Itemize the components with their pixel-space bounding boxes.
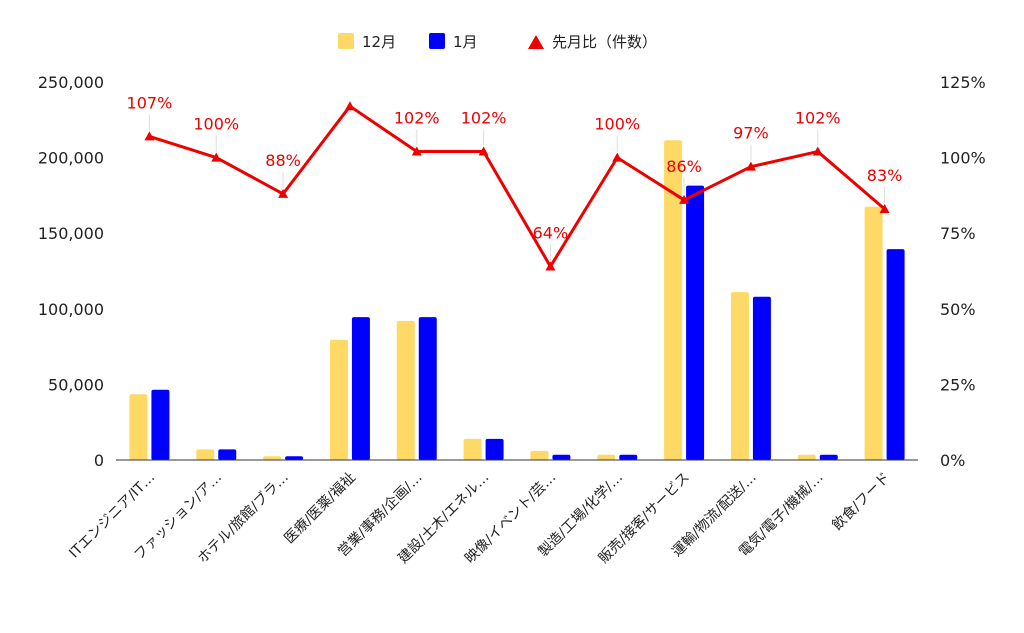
left-tick-label: 150,000 <box>38 224 104 243</box>
ratio-data-label-8: 86% <box>666 157 702 176</box>
bar-1月-11 <box>886 249 905 460</box>
bar-12月-6 <box>530 450 549 460</box>
ratio-point-10 <box>812 146 823 156</box>
ratio-line <box>148 104 886 268</box>
right-tick-label: 75% <box>940 224 976 243</box>
ratio-point-1 <box>211 152 222 162</box>
bar-1月-9 <box>752 296 771 460</box>
ratio-point-11 <box>879 204 890 214</box>
bar-1月-1 <box>218 449 237 460</box>
ratio-point-4 <box>411 146 422 156</box>
left-tick-label: 200,000 <box>38 149 104 168</box>
bar-12月-8 <box>664 140 683 460</box>
category-label-3: 医療/医薬/福祉 <box>281 469 359 547</box>
right-tick-label: 0% <box>940 451 965 470</box>
ratio-point-6 <box>545 261 556 271</box>
right-axis: 0% 25% 50% 75% 100% 125% <box>940 73 986 470</box>
bar-12月-0 <box>129 394 148 460</box>
right-tick-label: 50% <box>940 300 976 319</box>
ratio-data-label-10: 102% <box>795 109 841 128</box>
bar-1月-2 <box>285 456 304 460</box>
legend-marker-先月比 <box>528 35 544 49</box>
left-tick-label: 50,000 <box>48 375 104 394</box>
ratio-data-label-5: 102% <box>461 109 507 128</box>
bar-1月-0 <box>151 389 170 460</box>
bar-12月-10 <box>797 454 816 460</box>
left-tick-label: 100,000 <box>38 300 104 319</box>
legend-label-12月: 12月 <box>362 33 396 51</box>
category-labels: ITエンジニア/IT…ファッション/ア…ホテル/旅館/ブラ…医療/医薬/福祉営業… <box>66 469 893 567</box>
bar-12月-5 <box>463 438 482 460</box>
ratio-data-label-4: 102% <box>394 109 440 128</box>
bar-12月-4 <box>396 320 415 460</box>
legend-swatch-12月 <box>338 33 354 49</box>
bar-12月-1 <box>196 449 215 460</box>
bar-1月-7 <box>619 454 638 460</box>
ratio-line-layer: 107% 100% 88% 102% 102% 64% 100% 86% 97% 102% 83% <box>127 93 903 271</box>
ratio-point-7 <box>612 152 623 162</box>
left-tick-label: 0 <box>94 451 104 470</box>
ratio-data-label-6: 64% <box>533 223 569 242</box>
bar-12月-9 <box>730 292 749 460</box>
ratio-point-2 <box>278 188 289 198</box>
ratio-data-label-7: 100% <box>594 115 640 134</box>
bar-12月-7 <box>597 454 616 460</box>
bar-12月-2 <box>263 456 282 460</box>
ratio-data-label-11: 83% <box>867 166 903 185</box>
right-tick-label: 100% <box>940 149 986 168</box>
ratio-data-label-9: 97% <box>733 124 769 143</box>
legend: 12月 1月 先月比（件数） <box>338 33 657 51</box>
category-label-11: 飲食/フード <box>829 469 894 534</box>
bar-1月-8 <box>686 185 705 460</box>
legend-label-1月: 1月 <box>453 33 478 51</box>
bar-1月-10 <box>819 454 838 460</box>
bar-12月-3 <box>329 339 348 460</box>
bar-1月-4 <box>418 317 437 460</box>
ratio-point-3 <box>344 101 355 111</box>
bars <box>129 140 905 460</box>
ratio-data-label-2: 88% <box>265 151 301 170</box>
ratio-point-0 <box>144 131 155 141</box>
bar-1月-5 <box>485 438 504 460</box>
right-tick-label: 25% <box>940 375 976 394</box>
ratio-point-5 <box>478 146 489 156</box>
ratio-data-label-0: 107% <box>127 93 173 112</box>
legend-swatch-1月 <box>429 33 445 49</box>
bar-12月-11 <box>864 206 883 460</box>
ratio-data-label-1: 100% <box>193 115 239 134</box>
ratio-point-8 <box>679 194 690 204</box>
ratio-point-9 <box>745 161 756 171</box>
left-tick-label: 250,000 <box>38 73 104 92</box>
legend-label-先月比: 先月比（件数） <box>552 33 657 51</box>
bar-1月-3 <box>351 317 370 460</box>
right-tick-label: 125% <box>940 73 986 92</box>
left-axis: 0 50,000 100,000 150,000 200,000 250,000 <box>38 73 104 470</box>
bar-1月-6 <box>552 454 571 460</box>
